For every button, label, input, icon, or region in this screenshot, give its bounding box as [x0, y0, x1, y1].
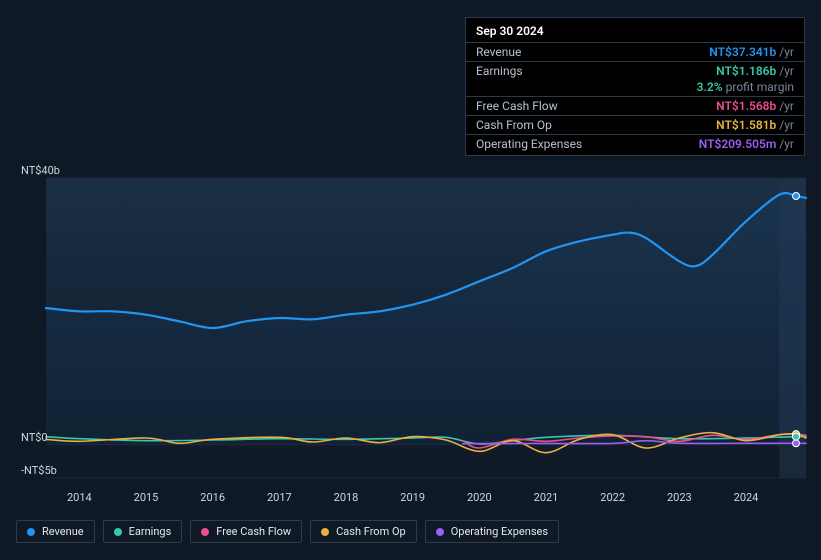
tooltip-row-label: Free Cash Flow	[476, 99, 558, 113]
legend-item-earnings[interactable]: Earnings	[103, 520, 183, 543]
legend-item-opex[interactable]: Operating Expenses	[425, 520, 559, 543]
x-axis-label: 2018	[334, 491, 359, 504]
tooltip-extra-text: profit margin	[726, 80, 794, 94]
tooltip-value-unit: /yr	[779, 137, 794, 151]
x-axis-label: 2014	[67, 491, 92, 504]
legend-item-label: Operating Expenses	[451, 525, 548, 538]
tooltip-extra-value: 3.2%profit margin	[697, 80, 794, 94]
y-axis-label: NT$0	[21, 431, 48, 444]
tooltip-row-value: NT$1.568b/yr	[716, 99, 794, 113]
tooltip-row-label: Earnings	[476, 64, 523, 78]
tooltip-value-number: NT$1.581b	[716, 118, 776, 132]
tooltip-value-number: NT$1.186b	[716, 64, 776, 78]
tooltip-value-number: NT$1.568b	[716, 99, 776, 113]
y-axis-label: NT$40b	[21, 164, 60, 177]
y-axis-label: -NT$5b	[21, 464, 57, 477]
legend-item-fcf[interactable]: Free Cash Flow	[190, 520, 302, 543]
tooltip-value-number: NT$209.505m	[699, 137, 777, 151]
marker-dot-opex	[793, 440, 800, 447]
tooltip-value-number: NT$37.341b	[709, 45, 776, 59]
tooltip-row-label: Operating Expenses	[476, 137, 582, 151]
tooltip-row-label: Cash From Op	[476, 118, 552, 132]
tooltip-row-extra: 3.2%profit margin	[466, 80, 804, 96]
tooltip-value-unit: /yr	[779, 118, 794, 132]
tooltip-value-unit: /yr	[779, 45, 794, 59]
tooltip-row-value: NT$37.341b/yr	[709, 45, 794, 59]
tooltip-row-value: NT$1.186b/yr	[716, 64, 794, 78]
x-axis-label: 2015	[134, 491, 159, 504]
tooltip-row: Cash From Op NT$1.581b/yr	[466, 115, 804, 134]
legend-dot-icon	[201, 528, 209, 536]
tooltip-date: Sep 30 2024	[466, 24, 804, 42]
legend-item-label: Revenue	[42, 525, 84, 538]
tooltip-row: Free Cash Flow NT$1.568b/yr	[466, 96, 804, 115]
x-axis-label: 2017	[267, 491, 292, 504]
tooltip-value-unit: /yr	[779, 64, 794, 78]
x-axis-label: 2019	[400, 491, 425, 504]
tooltip-row: Operating Expenses NT$209.505m/yr	[466, 134, 804, 153]
x-axis-label: 2023	[667, 491, 692, 504]
legend-item-cfo[interactable]: Cash From Op	[310, 520, 417, 543]
legend-item-label: Free Cash Flow	[216, 525, 291, 538]
legend-item-label: Earnings	[129, 525, 172, 538]
legend-dot-icon	[321, 528, 329, 536]
legend-dot-icon	[114, 528, 122, 536]
tooltip-extra-pct: 3.2%	[697, 80, 723, 94]
tooltip-row-value: NT$209.505m/yr	[699, 137, 794, 151]
tooltip-row: Earnings NT$1.186b/yr	[466, 61, 804, 80]
tooltip-value-unit: /yr	[779, 99, 794, 113]
x-axis-label: 2022	[600, 491, 625, 504]
marker-dot-earnings	[793, 433, 800, 440]
legend-item-revenue[interactable]: Revenue	[16, 520, 95, 543]
tooltip-row: Revenue NT$37.341b/yr	[466, 42, 804, 61]
x-axis-label: 2024	[734, 491, 759, 504]
legend-dot-icon	[436, 528, 444, 536]
legend-dot-icon	[27, 528, 35, 536]
tooltip-row-label: Revenue	[476, 45, 521, 59]
chart-legend: Revenue Earnings Free Cash Flow Cash From O…	[16, 520, 559, 543]
tooltip-row-value: NT$1.581b/yr	[716, 118, 794, 132]
chart-tooltip: Sep 30 2024 Revenue NT$37.341b/yr Earnings N…	[465, 17, 805, 156]
x-axis-label: 2016	[200, 491, 225, 504]
marker-dot-revenue	[793, 193, 800, 200]
legend-item-label: Cash From Op	[336, 525, 406, 538]
x-axis-label: 2020	[467, 491, 492, 504]
x-axis-label: 2021	[534, 491, 559, 504]
